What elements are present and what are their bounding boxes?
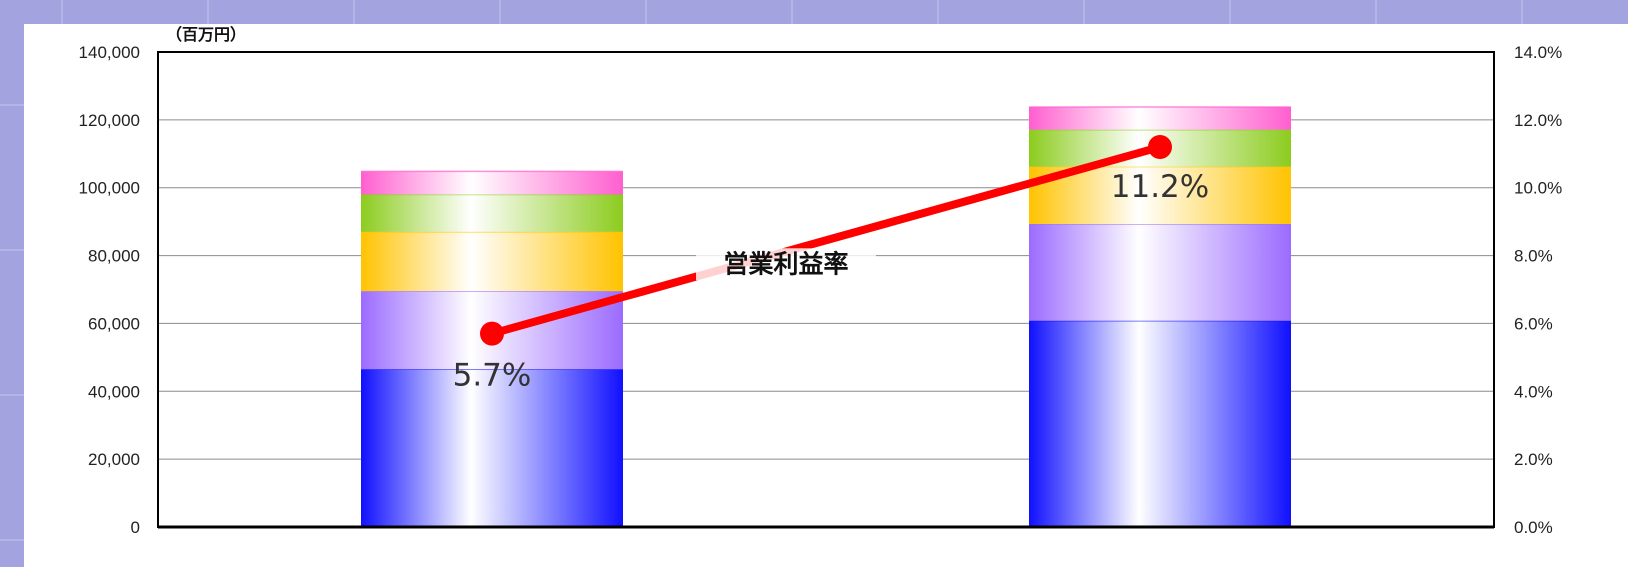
margin-line — [488, 143, 1164, 338]
margin-point — [480, 321, 504, 346]
left-axis-unit-label: （百万円） — [166, 26, 246, 44]
bar-segment — [1029, 166, 1291, 225]
plot-frame — [157, 51, 1495, 528]
left-tick-label: 100,000 — [79, 179, 140, 198]
axes: 0 0.0% 20,000 2.0% 40,000 4.0% 60,000 6.0% 80,00… — [79, 43, 1563, 537]
right-tick-label: 12.0% — [1514, 111, 1562, 130]
left-tick-label: 40,000 — [88, 382, 140, 401]
right-tick-label: 8.0% — [1514, 247, 1553, 266]
left-tick-label: 0 — [131, 518, 140, 537]
operating-margin-line — [480, 135, 1172, 346]
left-tick-label: 80,000 — [88, 247, 140, 266]
stacked-bars — [361, 106, 1291, 527]
bar-segment — [1029, 320, 1291, 527]
bar-segment — [361, 171, 623, 195]
margin-value-label: 5.7% — [453, 358, 532, 394]
labels: 5.7% 11.2% 営業利益率 — [453, 169, 1210, 394]
gridlines — [158, 119, 1494, 460]
margin-point — [1148, 135, 1172, 159]
combo-chart: 0 0.0% 20,000 2.0% 40,000 4.0% 60,000 6.0% 80,00… — [79, 26, 1563, 537]
series-label-bg — [696, 248, 876, 281]
right-tick-label: 6.0% — [1514, 314, 1553, 333]
bar-segment — [1029, 106, 1291, 130]
bar-segment — [361, 369, 623, 527]
right-tick-label: 0.0% — [1514, 518, 1553, 537]
right-tick-label: 14.0% — [1514, 43, 1562, 62]
right-tick-label: 4.0% — [1514, 382, 1553, 401]
left-tick-label: 140,000 — [79, 43, 140, 62]
right-tick-label: 2.0% — [1514, 450, 1553, 469]
left-tick-label: 20,000 — [88, 450, 140, 469]
right-tick-label: 10.0% — [1514, 179, 1562, 198]
bar-segment — [1029, 224, 1291, 321]
margin-value-label: 11.2% — [1111, 169, 1209, 205]
left-tick-label: 60,000 — [88, 314, 140, 333]
chart-area[interactable]: 0 0.0% 20,000 2.0% 40,000 4.0% 60,000 6.0% 80,00… — [24, 24, 1628, 567]
series-name-label: 営業利益率 — [723, 249, 848, 278]
bar-segment — [361, 231, 623, 292]
left-tick-label: 120,000 — [79, 111, 140, 130]
bar-segment — [361, 194, 623, 232]
